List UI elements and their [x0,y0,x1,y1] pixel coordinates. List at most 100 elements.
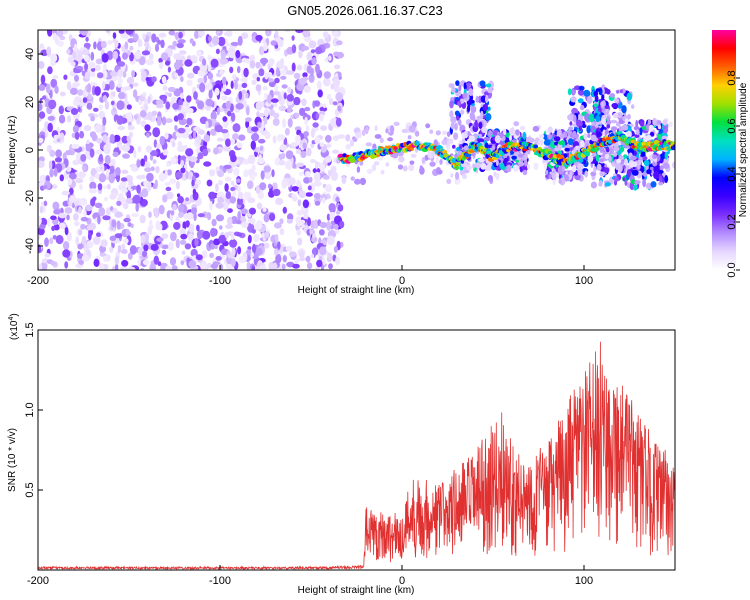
heatmap-cell [435,130,441,136]
heatmap-cell [333,64,341,70]
heatmap-cell [162,149,169,156]
heatmap-cell [215,256,222,261]
heatmap-cell [315,46,323,55]
heatmap-cell [237,191,244,200]
heatmap-cell [172,203,177,211]
heatmap-cell [237,211,241,221]
heatmap-cell [170,210,175,216]
heatmap-cell [47,66,53,75]
heatmap-cell [576,163,584,170]
heatmap-cell [255,247,263,256]
heatmap-cell [101,163,105,174]
heatmap-cell [374,134,382,139]
heatmap-cell [210,111,217,121]
heatmap-cell [561,165,565,172]
heatmap-cell [315,160,319,170]
heatmap-cell [664,151,668,160]
heatmap-cell [74,74,79,82]
heatmap-cell [90,51,95,61]
heatmap-cell [149,263,156,270]
heatmap-cell [209,252,215,258]
heatmap-cell [232,74,237,80]
heatmap-cell [186,79,193,87]
heatmap-cell [506,164,512,173]
heatmap-cell [91,71,96,78]
heatmap-cell [522,169,528,176]
heatmap-cell [285,150,294,160]
heatmap-cell [164,132,169,140]
heatmap-cell [286,218,293,224]
heatmap-cell [408,125,416,133]
heatmap-cell [159,135,165,146]
heatmap-cell [276,134,286,141]
heatmap-cell [152,183,157,190]
heatmap-cell [236,232,243,237]
heatmap-cell [474,162,481,169]
heatmap-cell [264,231,270,239]
heatmap-cell [84,204,93,212]
heatmap-cell [237,246,242,255]
heatmap-cell [98,110,105,120]
heatmap-cell [409,160,415,165]
heatmap-cell [621,124,629,131]
heatmap-cell [572,130,577,139]
heatmap-cell [238,255,246,264]
heatmap-cell [604,105,610,109]
heatmap-cell [296,229,302,236]
heatmap-cell [317,89,323,98]
heatmap-cell [149,53,154,60]
heatmap-cell [238,134,246,141]
heatmap-cell [54,157,63,163]
heatmap-cell [302,72,308,78]
heatmap-cell [100,40,107,49]
heatmap-cell [132,33,139,42]
heatmap-cell [255,101,263,111]
heatmap-cell [98,207,106,217]
y-tick-label: 0 [24,147,36,153]
heatmap-cell [291,62,296,72]
heatmap-cell [635,129,640,135]
heatmap-cell [575,119,582,127]
heatmap-cell [241,82,248,89]
heatmap-cell [197,100,205,110]
heatmap-cell [38,111,46,119]
heatmap-cell [593,103,599,108]
heatmap-cell [315,266,320,270]
heatmap-cell [265,30,272,37]
heatmap-cell [305,125,310,132]
heatmap-cell [230,41,239,47]
heatmap-cell [590,181,598,189]
heatmap-cell [122,70,127,78]
heatmap-cell [131,212,140,218]
heatmap-cell [448,138,454,145]
heatmap-cell [161,249,167,255]
heatmap-cell [604,153,610,160]
heatmap-cell [446,178,452,184]
heatmap-cell [337,134,346,139]
heatmap-cell [219,225,223,230]
heatmap-cell [429,161,436,167]
heatmap-cell [94,172,100,180]
heatmap-cell [104,197,108,202]
heatmap-cell [602,117,606,125]
heatmap-cell [151,33,157,43]
heatmap-cell [323,77,331,87]
heatmap-cell [213,238,221,246]
heatmap-cell [74,96,82,102]
heatmap-cell [198,30,206,37]
heatmap-cell [235,178,241,183]
heatmap-cell [297,64,303,71]
heatmap-cell [277,241,281,250]
heatmap-cell [48,160,53,170]
snr-y-axis-title: SNR (10 * v/v) [7,428,18,492]
heatmap-cell [316,259,323,268]
heatmap-cell [662,119,668,126]
heatmap-cell [49,237,54,245]
heatmap-cell [38,84,46,91]
heatmap-cell [107,40,113,45]
heatmap-cell [129,45,134,51]
heatmap-cell [155,103,164,109]
heatmap-cell [151,110,158,116]
heatmap-cell [142,33,146,40]
heatmap-cell [120,266,128,270]
